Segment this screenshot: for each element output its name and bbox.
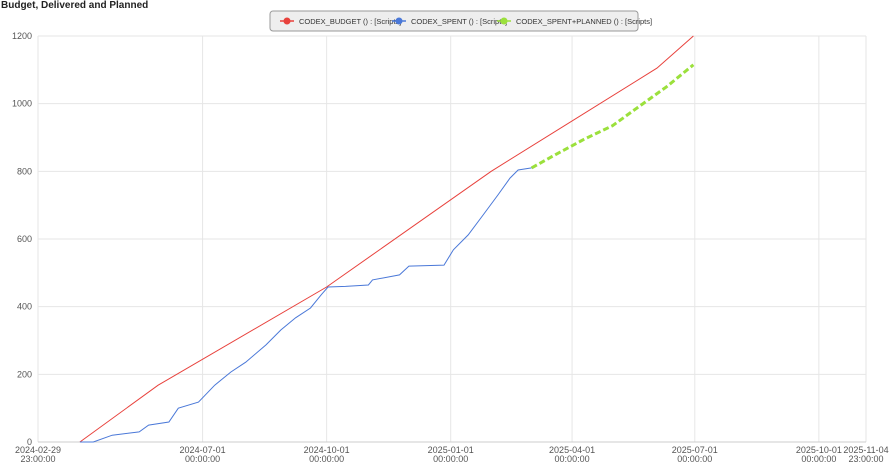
- x-tick-label: 2024-10-01 00:00:00: [304, 445, 350, 464]
- y-tick-label: 1200: [12, 31, 32, 41]
- legend-box: [269, 10, 639, 32]
- x-tick-label: 2025-04-01 00:00:00: [549, 445, 595, 464]
- y-tick-label: 800: [17, 166, 32, 176]
- legend-dot: [500, 17, 508, 25]
- legend-label: CODEX_BUDGET () : [Scripts]: [299, 17, 401, 26]
- series-line: [530, 63, 695, 170]
- x-tick-label: 2024-02-29 23:00:00: [15, 445, 61, 464]
- legend-dot: [395, 17, 403, 25]
- series-line: [79, 35, 694, 443]
- y-tick-label: 400: [17, 302, 32, 312]
- legend-label: CODEX_SPENT+PLANNED () : [Scripts]: [516, 17, 652, 26]
- legend-label: CODEX_SPENT () : [Scripts]: [411, 17, 507, 26]
- chart-title: Budget, Delivered and Planned: [1, 0, 148, 11]
- x-tick-label: 2025-01-01 00:00:00: [428, 445, 474, 464]
- y-tick-label: 1000: [12, 99, 32, 109]
- y-tick-label: 600: [17, 234, 32, 244]
- series-line: [79, 167, 532, 443]
- x-tick-label: 2024-07-01 00:00:00: [180, 445, 226, 464]
- y-tick-label: 200: [17, 369, 32, 379]
- x-tick-label: 2025-11-04 23:00:00: [843, 445, 888, 464]
- x-tick-label: 2025-07-01 00:00:00: [672, 445, 718, 464]
- x-tick-label: 2025-10-01 00:00:00: [796, 445, 842, 464]
- legend-dot: [283, 17, 291, 25]
- y-tick-label: 0: [27, 437, 32, 447]
